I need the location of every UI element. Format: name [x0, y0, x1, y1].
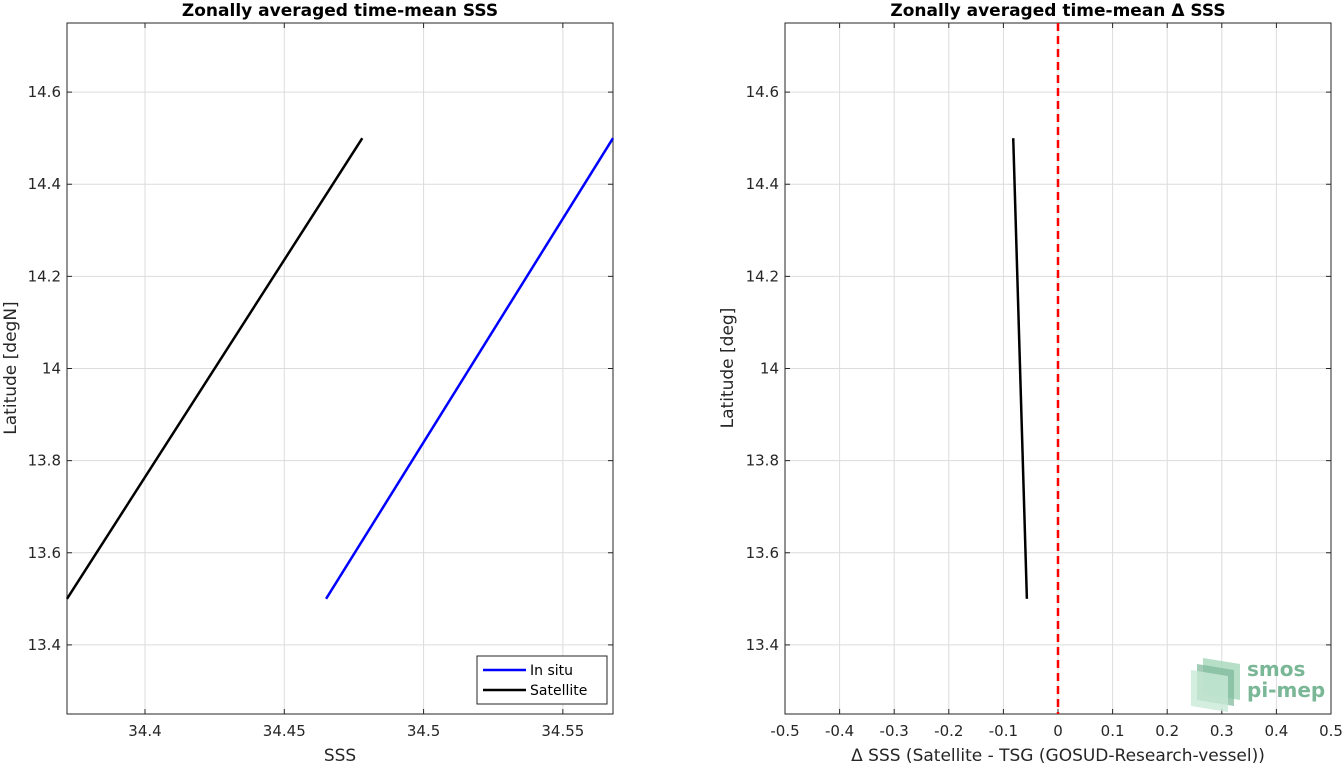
y-tick-label: 14.6 — [746, 83, 779, 101]
right-chart-title: Zonally averaged time-mean Δ SSS — [890, 1, 1225, 21]
y-tick-label: 14.2 — [746, 267, 779, 285]
x-tick-label: 0.1 — [1101, 722, 1125, 740]
x-tick-label: 0.3 — [1210, 722, 1234, 740]
right-y-axis-label: Latitude [deg] — [718, 308, 738, 429]
series-line-in-situ — [325, 137, 615, 600]
legend-box — [476, 655, 608, 705]
x-tick-label: 34.5 — [407, 722, 440, 740]
left-x-axis-label: SSS — [324, 746, 356, 764]
right-x-axis-label: Δ SSS (Satellite - TSG (GOSUD-Research-v… — [851, 746, 1265, 764]
logo-text-smos: smos — [1247, 657, 1305, 681]
right-panel-delta-sss: Zonally averaged time-mean Δ SSS -0.5 -0.… — [718, 1, 1343, 764]
x-tick-label: -0.3 — [880, 722, 909, 740]
left-series — [65, 137, 615, 600]
x-tick-label: 0.5 — [1319, 722, 1343, 740]
legend: In situ Satellite — [476, 655, 608, 705]
y-tick-label: 13.4 — [28, 636, 61, 654]
y-tick-label: 13.8 — [28, 452, 61, 470]
y-tick-label: 13.6 — [746, 544, 779, 562]
left-ticks: 34.4 34.45 34.5 34.55 13.4 13.6 13.8 14 14.2 14.4… — [28, 23, 613, 740]
logo-text-pi-mep: pi-mep — [1247, 678, 1325, 702]
right-series — [1011, 23, 1060, 714]
left-chart-title: Zonally averaged time-mean SSS — [182, 1, 498, 21]
y-tick-label: 14.4 — [746, 175, 779, 193]
left-grid — [67, 23, 613, 714]
x-tick-label: -0.5 — [770, 722, 799, 740]
x-tick-label: 34.4 — [128, 722, 161, 740]
series-line-satellite — [65, 137, 364, 600]
x-tick-label: 34.45 — [263, 722, 306, 740]
legend-label-satellite: Satellite — [530, 683, 587, 699]
x-tick-label: -0.1 — [989, 722, 1018, 740]
y-tick-label: 13.4 — [746, 636, 779, 654]
x-tick-label: -0.4 — [825, 722, 854, 740]
y-tick-label: 14 — [760, 360, 779, 378]
y-tick-label: 13.6 — [28, 544, 61, 562]
x-tick-label: 34.55 — [541, 722, 584, 740]
y-tick-label: 14.6 — [28, 83, 61, 101]
x-tick-label: 0.4 — [1264, 722, 1288, 740]
logo-mark-front — [1191, 670, 1228, 712]
x-tick-label: -0.2 — [934, 722, 963, 740]
left-y-axis-label: Latitude [degN] — [1, 301, 21, 434]
y-tick-label: 13.8 — [746, 452, 779, 470]
y-tick-label: 14.2 — [28, 267, 61, 285]
right-ticks: -0.5 -0.4 -0.3 -0.2 -0.1 0 0.1 0.2 0.3 0.4 0.5 13.4… — [746, 23, 1343, 740]
series-line-0 — [1011, 138, 1029, 599]
x-tick-label: 0.2 — [1155, 722, 1179, 740]
smos-pi-mep-logo: smos pi-mep — [1191, 657, 1325, 712]
y-tick-label: 14.4 — [28, 175, 61, 193]
legend-label-in-situ: In situ — [530, 663, 573, 679]
y-tick-label: 14 — [42, 360, 61, 378]
left-panel-sss: Zonally averaged time-mean SSS 34.4 34.45… — [1, 1, 615, 764]
x-tick-label: 0 — [1053, 722, 1063, 740]
